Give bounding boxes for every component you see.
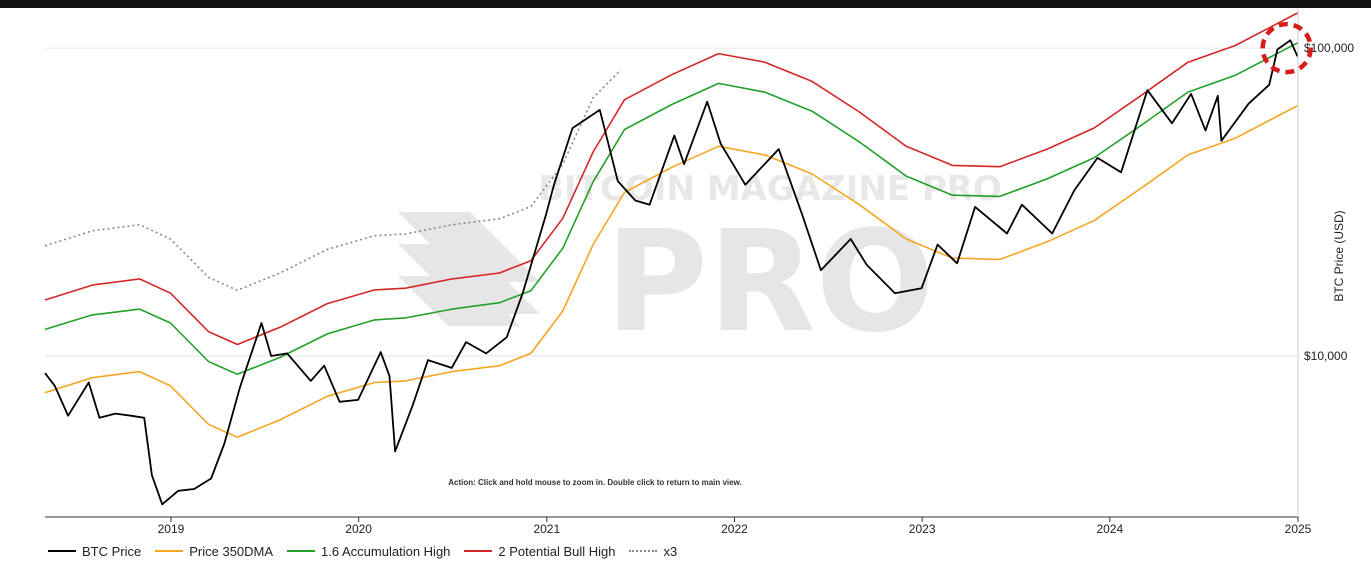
legend-swatch (155, 550, 184, 552)
grid-lines (45, 47, 1298, 357)
series-line-2-potential-bull-high (44, 12, 1298, 346)
legend-swatch (287, 550, 316, 552)
legend-swatch (48, 550, 76, 552)
y-axis-label: BTC Price (USD) (1332, 210, 1346, 301)
legend-item[interactable]: Price 350DMA (155, 544, 273, 559)
legend-label: x3 (663, 543, 678, 559)
chart-legend: BTC Price Price 350DMA 1.6 Accumulation Hi… (48, 541, 691, 561)
legend-swatch (629, 550, 658, 552)
watermark-stripes-icon (398, 212, 540, 326)
series-line-price-350dma (44, 104, 1298, 438)
legend-item[interactable]: x3 (629, 544, 677, 559)
y-tick-label: $100,000 (1304, 41, 1354, 55)
x-tick-label: 2025 (1285, 522, 1312, 536)
legend-label: 2 Potential Bull High (498, 543, 616, 559)
x-tick-label: 2024 (1096, 522, 1123, 536)
legend-label: 1.6 Accumulation High (321, 543, 451, 559)
x-tick-label: 2021 (533, 522, 560, 536)
axes: $10,000 $100,000 2019 2020 2021 2022 2023 2024 2… (45, 8, 1354, 536)
watermark-text: BITCOIN MAGAZINE PRO (538, 169, 1002, 209)
zoom-instructions: Action: Click and hold mouse to zoom in.… (448, 478, 742, 487)
series-line-btc-price (44, 39, 1299, 506)
x-tick-label: 2020 (345, 522, 372, 536)
highlight-circle-marker (1260, 21, 1313, 75)
legend-item[interactable]: BTC Price (48, 544, 141, 559)
watermark-logo: BITCOIN MAGAZINE PRO PRO (398, 169, 1002, 364)
legend-swatch (464, 550, 493, 552)
watermark-pro: PRO (605, 201, 934, 364)
top-bar (0, 0, 1371, 8)
legend-item[interactable]: 2 Potential Bull High (464, 544, 615, 559)
series-line-x3 (44, 69, 622, 292)
legend-item[interactable]: 1.6 Accumulation High (287, 544, 450, 559)
x-tick-label: 2022 (721, 522, 748, 536)
y-tick-label: $10,000 (1304, 349, 1348, 363)
x-tick-label: 2019 (158, 522, 185, 536)
series-line-1-6-accumulation-high (44, 42, 1298, 376)
legend-label: Price 350DMA (189, 543, 274, 559)
x-tick-label: 2023 (909, 522, 936, 536)
legend-label: BTC Price (82, 543, 142, 559)
series-layer (44, 12, 1299, 506)
marker-layer (1260, 21, 1313, 75)
